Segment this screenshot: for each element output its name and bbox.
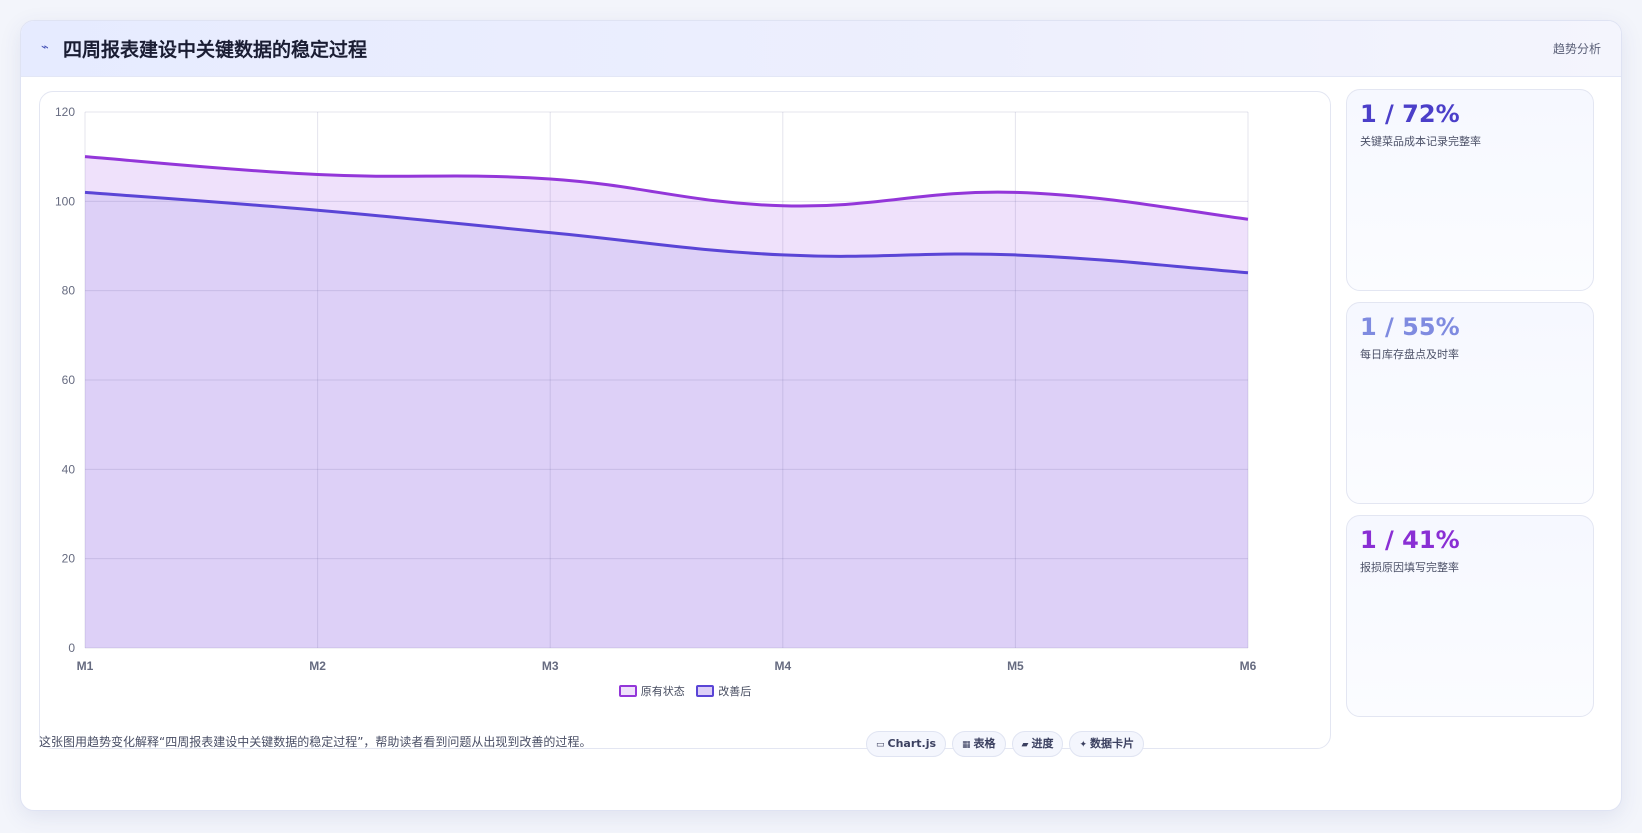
pill-progress[interactable]: ▰ 进度: [1011, 731, 1064, 757]
kpi-label-cost-record: 关键菜品成本记录完整率: [1360, 135, 1481, 148]
legend-item-improved[interactable]: 改善后: [696, 683, 751, 699]
series-area-1: [85, 192, 1248, 648]
legend-swatch-improved: [696, 685, 715, 697]
y-tick-label: 20: [62, 552, 76, 566]
y-tick-label: 40: [62, 462, 76, 476]
y-tick-label: 60: [62, 373, 76, 387]
progress-icon: ▰: [1021, 740, 1029, 750]
chart-legend: 原有状态 改善后: [40, 683, 1330, 699]
sparkle-icon: ✦: [1079, 740, 1088, 750]
analysis-tag: 趋势分析: [1552, 42, 1601, 56]
y-tick-label: 120: [55, 105, 75, 119]
x-tick-label: M1: [77, 659, 94, 673]
view-pills: ▭ Chart.js ▦ 表格 ▰ 进度 ✦ 数据卡片: [866, 731, 1150, 757]
x-tick-label: M6: [1240, 659, 1257, 673]
page-title: 四周报表建设中关键数据的稳定过程: [63, 39, 368, 61]
pill-chartjs[interactable]: ▭ Chart.js: [866, 731, 947, 757]
chart-frame-icon: ▭: [876, 740, 885, 750]
y-tick-label: 0: [68, 641, 75, 655]
y-tick-label: 80: [62, 284, 76, 298]
x-tick-label: M2: [309, 659, 326, 673]
report-card: ⌁ 四周报表建设中关键数据的稳定过程 趋势分析 0 20 40 60 80 100 120 M…: [20, 20, 1622, 811]
area-chart: 0 20 40 60 80 100 120 M1 M2 M3 M4 M5 M6: [55, 105, 1257, 673]
pill-label-progress: 进度: [1031, 737, 1054, 750]
x-tick-label: M4: [774, 659, 791, 673]
kpi-card-inventory: 1 / 55% 每日库存盘点及时率: [1346, 302, 1594, 504]
pill-label-chartjs: Chart.js: [887, 737, 937, 750]
legend-label-improved: 改善后: [718, 685, 752, 698]
kpi-card-loss-reason: 1 / 41% 报损原因填写完整率: [1346, 515, 1594, 717]
x-tick-label: M3: [542, 659, 559, 673]
kpi-value-inventory: 1 / 55%: [1360, 313, 1460, 341]
x-tick-label: M5: [1007, 659, 1024, 673]
table-icon: ▦: [962, 740, 971, 750]
pill-table[interactable]: ▦ 表格: [952, 731, 1006, 757]
legend-item-original[interactable]: 原有状态: [618, 683, 685, 699]
legend-label-original: 原有状态: [640, 685, 685, 698]
pill-label-data-card: 数据卡片: [1090, 737, 1135, 750]
kpi-card-cost-record: 1 / 72% 关键菜品成本记录完整率: [1346, 89, 1594, 291]
series-line-0: [84, 155, 1249, 221]
pill-label-table: 表格: [973, 737, 996, 750]
y-tick-label: 100: [55, 194, 75, 208]
trend-line-icon: ⌁: [41, 40, 49, 55]
pill-data-card[interactable]: ✦ 数据卡片: [1069, 731, 1145, 757]
card-header: ⌁ 四周报表建设中关键数据的稳定过程 趋势分析: [21, 21, 1621, 77]
chart-panel: 0 20 40 60 80 100 120 M1 M2 M3 M4 M5 M6 原有状态 改善后: [39, 91, 1331, 749]
kpi-label-inventory: 每日库存盘点及时率: [1360, 348, 1459, 361]
series-line-1: [84, 190, 1249, 275]
kpi-value-loss-reason: 1 / 41%: [1360, 526, 1460, 554]
kpi-value-cost-record: 1 / 72%: [1360, 100, 1460, 128]
kpi-label-loss-reason: 报损原因填写完整率: [1360, 561, 1459, 574]
legend-swatch-original: [618, 685, 637, 697]
chart-footnote: 这张图用趋势变化解释“四周报表建设中关键数据的稳定过程”，帮助读者看到问题从出现…: [39, 735, 592, 749]
